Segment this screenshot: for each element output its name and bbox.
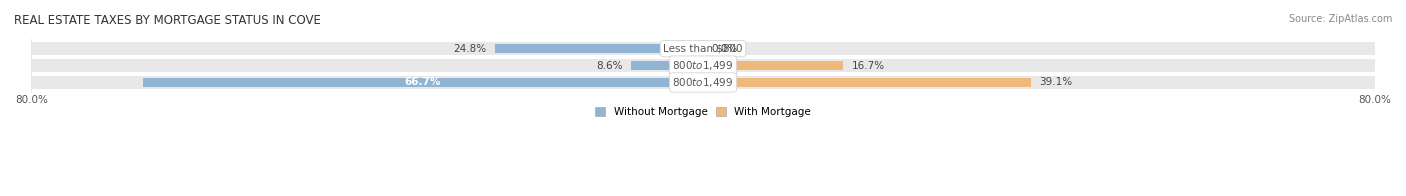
Text: Source: ZipAtlas.com: Source: ZipAtlas.com <box>1288 14 1392 24</box>
Text: 66.7%: 66.7% <box>405 77 441 87</box>
Bar <box>703 76 1375 89</box>
Text: 24.8%: 24.8% <box>453 44 486 54</box>
Legend: Without Mortgage, With Mortgage: Without Mortgage, With Mortgage <box>591 103 815 121</box>
Text: Less than $800: Less than $800 <box>664 44 742 54</box>
Bar <box>495 44 703 53</box>
Text: $800 to $1,499: $800 to $1,499 <box>672 59 734 72</box>
Bar <box>31 59 703 72</box>
Bar <box>31 76 703 89</box>
Text: 8.6%: 8.6% <box>596 61 623 71</box>
Bar <box>31 42 703 55</box>
Bar <box>703 78 1031 87</box>
Text: $800 to $1,499: $800 to $1,499 <box>672 76 734 89</box>
Bar <box>631 61 703 70</box>
Bar <box>703 59 1375 72</box>
Bar <box>143 78 703 87</box>
Text: 0.0%: 0.0% <box>711 44 738 54</box>
Text: 39.1%: 39.1% <box>1039 77 1073 87</box>
Text: 16.7%: 16.7% <box>852 61 884 71</box>
Bar <box>703 42 1375 55</box>
Bar <box>703 61 844 70</box>
Text: REAL ESTATE TAXES BY MORTGAGE STATUS IN COVE: REAL ESTATE TAXES BY MORTGAGE STATUS IN … <box>14 14 321 27</box>
